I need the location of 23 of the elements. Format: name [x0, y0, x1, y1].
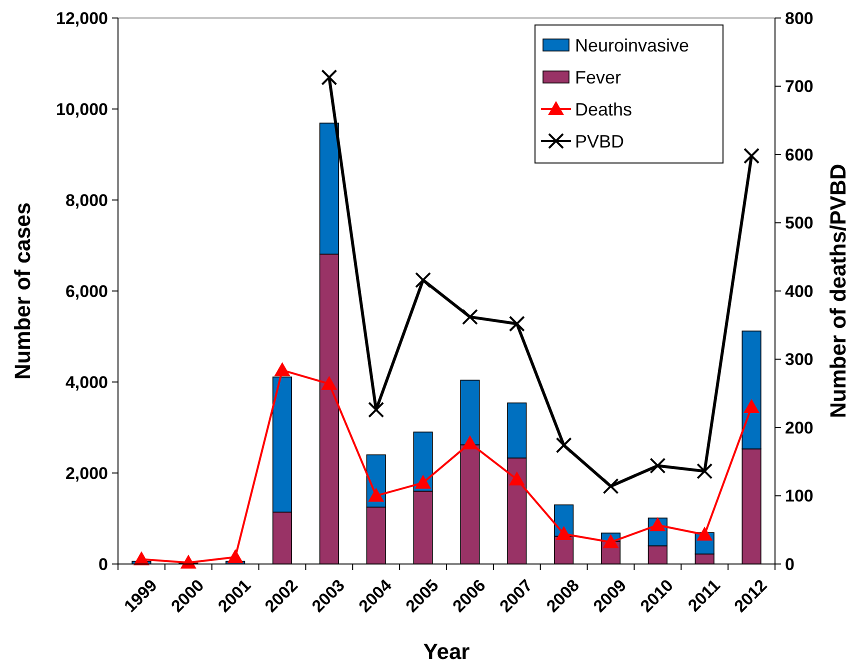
y2-axis-title: Number of deaths/PVBD [826, 164, 850, 418]
legend-label: PVBD [575, 131, 624, 152]
y2-tick-label: 500 [785, 214, 814, 233]
y-tick-label: 6,000 [65, 282, 108, 301]
y2-tick-label: 700 [785, 77, 814, 96]
y-tick-label: 4,000 [65, 372, 108, 392]
y2-tick-label: 0 [785, 554, 794, 574]
y2-tick-label: 600 [785, 145, 814, 164]
y2-tick-label: 300 [785, 350, 814, 370]
legend-label: Deaths [575, 99, 632, 120]
y2-tick-label: 400 [785, 282, 814, 301]
y-tick-label: 10,000 [56, 100, 108, 119]
y-axis-title: Number of cases [10, 202, 35, 380]
y-tick-label: 0 [98, 554, 108, 574]
y-tick-label: 12,000 [56, 8, 108, 28]
legend-label: Neuroinvasive [575, 35, 690, 56]
y-tick-label: 8,000 [65, 190, 108, 210]
y2-tick-label: 200 [785, 418, 814, 438]
y-tick-label: 2,000 [65, 464, 108, 483]
legend-label: Fever [575, 67, 622, 88]
x-axis-title: Year [423, 639, 470, 664]
y2-tick-label: 800 [785, 8, 814, 28]
y2-tick-label: 100 [785, 486, 814, 506]
